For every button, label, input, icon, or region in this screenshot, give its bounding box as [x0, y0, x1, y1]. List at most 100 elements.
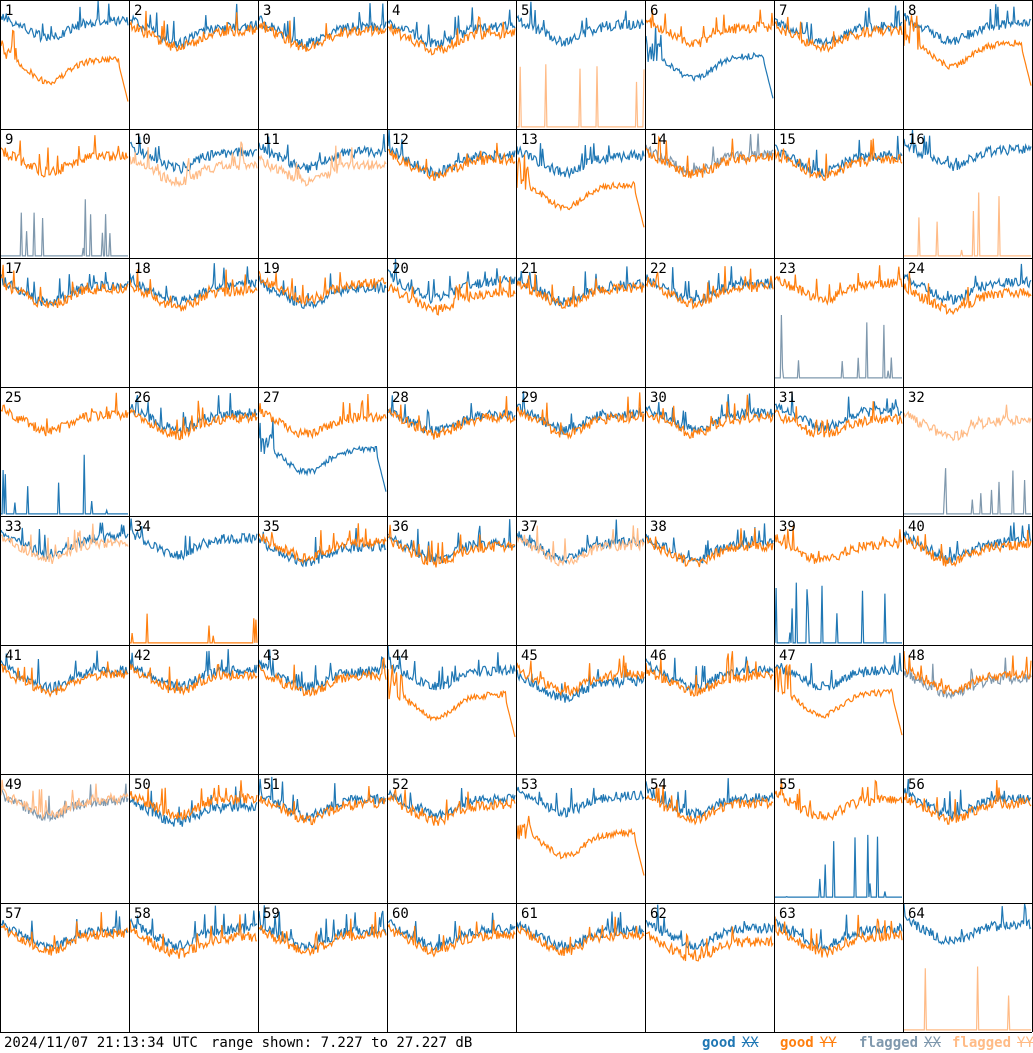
tile-label: 57 — [5, 906, 22, 922]
tile-47-xx-trace — [774, 652, 903, 691]
tile-56-yy-trace — [903, 779, 1032, 825]
tile-46-yy-trace — [645, 651, 774, 698]
tile-label: 59 — [263, 906, 280, 922]
tile-53: 53 — [516, 777, 645, 876]
tile-2: 2 — [129, 3, 258, 52]
tile-label: 12 — [392, 132, 409, 148]
tile-27: 27 — [258, 390, 387, 492]
tile-label: 47 — [779, 648, 796, 664]
tile-59-yy-trace — [258, 911, 387, 957]
tile-20-yy-trace — [387, 276, 516, 316]
tile-label: 53 — [521, 777, 538, 793]
tile-12-yy-trace — [387, 142, 516, 181]
tile-36: 36 — [387, 519, 516, 568]
tile-3-xx-trace — [258, 3, 387, 49]
tile-57: 57 — [0, 906, 129, 956]
tile-45-xx-trace — [516, 665, 645, 703]
tile-50-yy-trace — [129, 780, 258, 821]
tile-40-xx-trace — [903, 522, 1032, 565]
tile-18-yy-trace — [129, 269, 258, 312]
tile-label: 41 — [5, 648, 22, 664]
tile-32-xx-trace — [904, 468, 1031, 515]
tile-label: 8 — [908, 3, 916, 19]
tile-16-xx-trace — [903, 129, 1032, 172]
tile-48: 48 — [903, 648, 1032, 700]
tile-45: 45 — [516, 648, 645, 703]
tile-39-xx-trace — [774, 582, 902, 644]
tile-10-xx-trace — [129, 136, 258, 175]
tile-15-yy-trace — [774, 138, 903, 182]
tile-16-yy-trace — [904, 192, 1031, 257]
tile-label: 2 — [134, 3, 142, 19]
tile-8-yy-trace — [903, 15, 1032, 86]
tile-15-xx-trace — [774, 135, 903, 179]
tile-31-yy-trace — [774, 401, 903, 438]
tile-1: 1 — [0, 0, 129, 102]
tile-26-xx-trace — [129, 393, 258, 436]
tile-29: 29 — [516, 390, 645, 440]
tile-label: 40 — [908, 519, 925, 535]
tile-3-yy-trace — [258, 20, 387, 52]
tile-38-yy-trace — [645, 527, 774, 568]
tile-14-yy-trace — [645, 135, 774, 179]
footer: 2024/11/07 21:13:34 UTC range shown: 7.2… — [0, 1033, 1033, 1053]
tile-label: 15 — [779, 132, 796, 148]
tile-label: 46 — [650, 648, 667, 664]
tile-55: 55 — [774, 777, 903, 898]
tile-33: 33 — [0, 519, 129, 565]
tile-1-yy-trace — [0, 29, 129, 102]
tile-23: 23 — [774, 261, 903, 379]
tile-20-xx-trace — [387, 258, 516, 305]
tile-25-yy-trace — [0, 392, 129, 437]
tile-label: 62 — [650, 906, 667, 922]
range-shown: range shown: 7.227 to 27.227 dB — [211, 1035, 473, 1051]
tile-label: 49 — [5, 777, 22, 793]
tile-label: 42 — [134, 648, 151, 664]
tile-39: 39 — [774, 519, 903, 644]
tile-9-yy-trace — [0, 135, 129, 178]
tile-label: 5 — [521, 3, 529, 19]
tile-40: 40 — [903, 519, 1032, 568]
tile-18: 18 — [129, 261, 258, 312]
tile-4-yy-trace — [388, 15, 516, 56]
tile-49-yy-trace — [0, 779, 129, 820]
tile-51: 51 — [258, 776, 387, 826]
tile-62: 62 — [645, 904, 774, 962]
tile-21: 21 — [516, 261, 645, 310]
tile-24-yy-trace — [903, 271, 1032, 316]
tile-64-yy-trace — [904, 966, 1031, 1031]
tile-54: 54 — [645, 777, 774, 826]
tile-8: 8 — [903, 3, 1032, 86]
tile-13-yy-trace — [516, 154, 645, 228]
tile-label: 54 — [650, 777, 667, 793]
tile-6: 6 — [645, 3, 774, 99]
tile-29-yy-trace — [516, 392, 645, 440]
tile-label: 48 — [908, 648, 925, 664]
tile-32-yy-trace — [903, 404, 1032, 442]
legend-marker: YY — [1017, 1035, 1033, 1051]
tile-62-xx-trace — [645, 904, 774, 950]
tile-4: 4 — [387, 3, 516, 56]
tile-50: 50 — [129, 777, 258, 827]
tile-5-yy-trace — [517, 64, 645, 128]
tile-10-yy-trace — [129, 141, 258, 188]
tile-label: 6 — [650, 3, 658, 19]
tile-59: 59 — [258, 905, 387, 957]
tile-30: 30 — [645, 390, 774, 439]
tile-label: 21 — [521, 261, 538, 277]
tile-5: 5 — [516, 1, 645, 128]
tile-46-xx-trace — [645, 656, 774, 694]
tile-64: 64 — [903, 903, 1032, 1031]
tile-label: 31 — [779, 390, 796, 406]
legend-flagged-xx: flagged XX — [859, 1033, 941, 1053]
tile-37: 37 — [516, 519, 645, 567]
tile-label: 28 — [392, 390, 409, 406]
tile-label: 14 — [650, 132, 667, 148]
tile-label: 44 — [392, 648, 409, 664]
tile-58-yy-trace — [129, 914, 257, 959]
tile-28: 28 — [387, 390, 516, 440]
tile-34: 34 — [129, 518, 258, 644]
tile-label: 52 — [392, 777, 409, 793]
tile-8-xx-trace — [903, 4, 1032, 46]
tile-40-yy-trace — [903, 529, 1032, 568]
